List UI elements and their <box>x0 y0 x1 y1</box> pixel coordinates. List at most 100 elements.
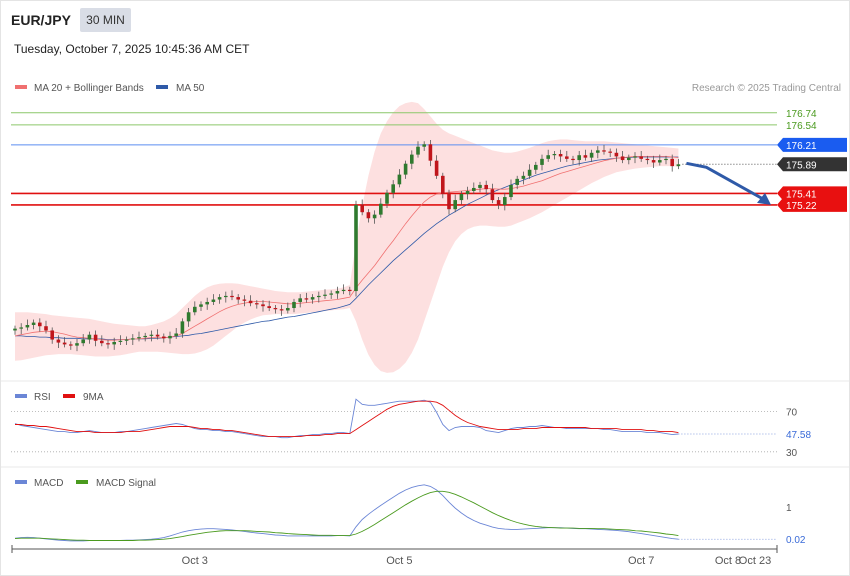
macd-signal-line <box>14 490 679 541</box>
candle-body <box>385 192 389 204</box>
candle-body <box>93 334 98 341</box>
candle-body <box>465 190 470 195</box>
copyright-text: Research © 2025 Trading Central <box>692 83 841 94</box>
macd-panel: 10.02 <box>14 484 806 546</box>
candle-body <box>484 184 488 190</box>
candle-body <box>546 155 550 159</box>
candle-body <box>56 339 61 343</box>
timeframe-badge[interactable]: 30 MIN <box>80 8 131 32</box>
macd-tick-label: 1 <box>786 503 792 514</box>
candle-body <box>242 299 247 301</box>
x-tick-label: Oct 7 <box>628 555 654 567</box>
rsi-ma-line <box>15 400 679 438</box>
x-tick-label: Oct 23 <box>739 555 771 567</box>
candle-body <box>379 203 383 215</box>
candle-body <box>267 306 271 309</box>
candle-body <box>645 158 650 161</box>
candle-body <box>534 164 538 170</box>
candle-body <box>87 334 92 340</box>
candle-body <box>540 158 544 165</box>
candle-body <box>478 184 482 188</box>
candle-body <box>403 163 408 175</box>
candle-body <box>255 303 259 305</box>
candle-body <box>248 300 253 304</box>
candle-body <box>186 312 191 322</box>
candle-body <box>112 341 116 345</box>
bollinger-band <box>15 101 679 373</box>
candle-body <box>633 156 637 158</box>
candle-body <box>31 322 36 325</box>
candle-body <box>503 197 507 205</box>
candle-body <box>372 214 377 219</box>
candle-body <box>69 344 73 346</box>
candle-body <box>614 152 619 157</box>
candle-body <box>193 306 197 313</box>
candle-body <box>639 156 643 159</box>
x-tick-label: Oct 3 <box>182 555 208 567</box>
resistance-level-label: 176.74 <box>786 109 817 120</box>
legend-macd-label: MACD <box>34 478 63 489</box>
candle-body <box>577 155 581 161</box>
candle-body <box>608 151 612 153</box>
candle-body <box>149 334 154 336</box>
candle-body <box>304 298 309 300</box>
candle-body <box>651 160 656 163</box>
legend-macd-signal-label: MACD Signal <box>96 478 156 489</box>
candle-body <box>168 335 172 339</box>
candle-body <box>155 334 160 337</box>
candle-body <box>558 154 563 157</box>
candle-body <box>75 343 79 346</box>
candle-body <box>453 200 457 210</box>
candle-body <box>279 309 284 311</box>
forecast-arrow-head <box>757 192 771 205</box>
pivot-level-label: 176.21 <box>786 141 817 152</box>
candle-body <box>143 335 147 338</box>
candle-body <box>447 194 451 210</box>
legend-rsi-ma-swatch <box>63 394 75 398</box>
legend-ma20-swatch <box>15 85 27 89</box>
legend-macd-swatch <box>15 480 27 484</box>
rsi-panel: 70 30 47.58 <box>11 398 811 459</box>
candle-body <box>620 156 625 161</box>
rsi-last-value: 47.58 <box>786 430 811 441</box>
candle-body <box>354 204 358 292</box>
last-level-tag <box>777 157 847 172</box>
legend-ma20-label: MA 20 + Bollinger Bands <box>34 83 144 94</box>
candle-body <box>230 295 234 298</box>
candle-body <box>509 184 513 198</box>
candle-body <box>310 297 315 300</box>
candle-body <box>496 200 501 205</box>
candle-body <box>273 308 278 310</box>
legend-macd-signal-swatch <box>76 480 88 484</box>
candle-body <box>459 194 464 201</box>
macd-line <box>14 484 679 542</box>
candle-body <box>50 330 54 340</box>
candle-body <box>602 150 606 152</box>
candle-body <box>366 212 371 219</box>
candle-body <box>100 340 104 344</box>
candle-body <box>137 337 141 339</box>
candle-body <box>44 326 48 331</box>
candle-body <box>236 297 240 300</box>
candle-body <box>360 204 364 213</box>
x-tick-label: Oct 8 <box>715 555 741 567</box>
candle-body <box>81 339 85 344</box>
candle-body <box>317 295 321 298</box>
candle-body <box>292 301 296 309</box>
candle-body <box>670 158 674 167</box>
candle-body <box>329 293 333 295</box>
pivot-level-tag <box>777 137 847 152</box>
candle-body <box>490 189 495 201</box>
candle-body <box>323 294 327 296</box>
candle-body <box>627 157 631 161</box>
candle-body <box>515 178 519 185</box>
forecast-arrow <box>686 161 764 201</box>
rsi-line <box>14 398 679 439</box>
candle-body <box>162 336 166 339</box>
candle-body <box>199 304 203 307</box>
legend-ma50-label: MA 50 <box>176 83 205 94</box>
